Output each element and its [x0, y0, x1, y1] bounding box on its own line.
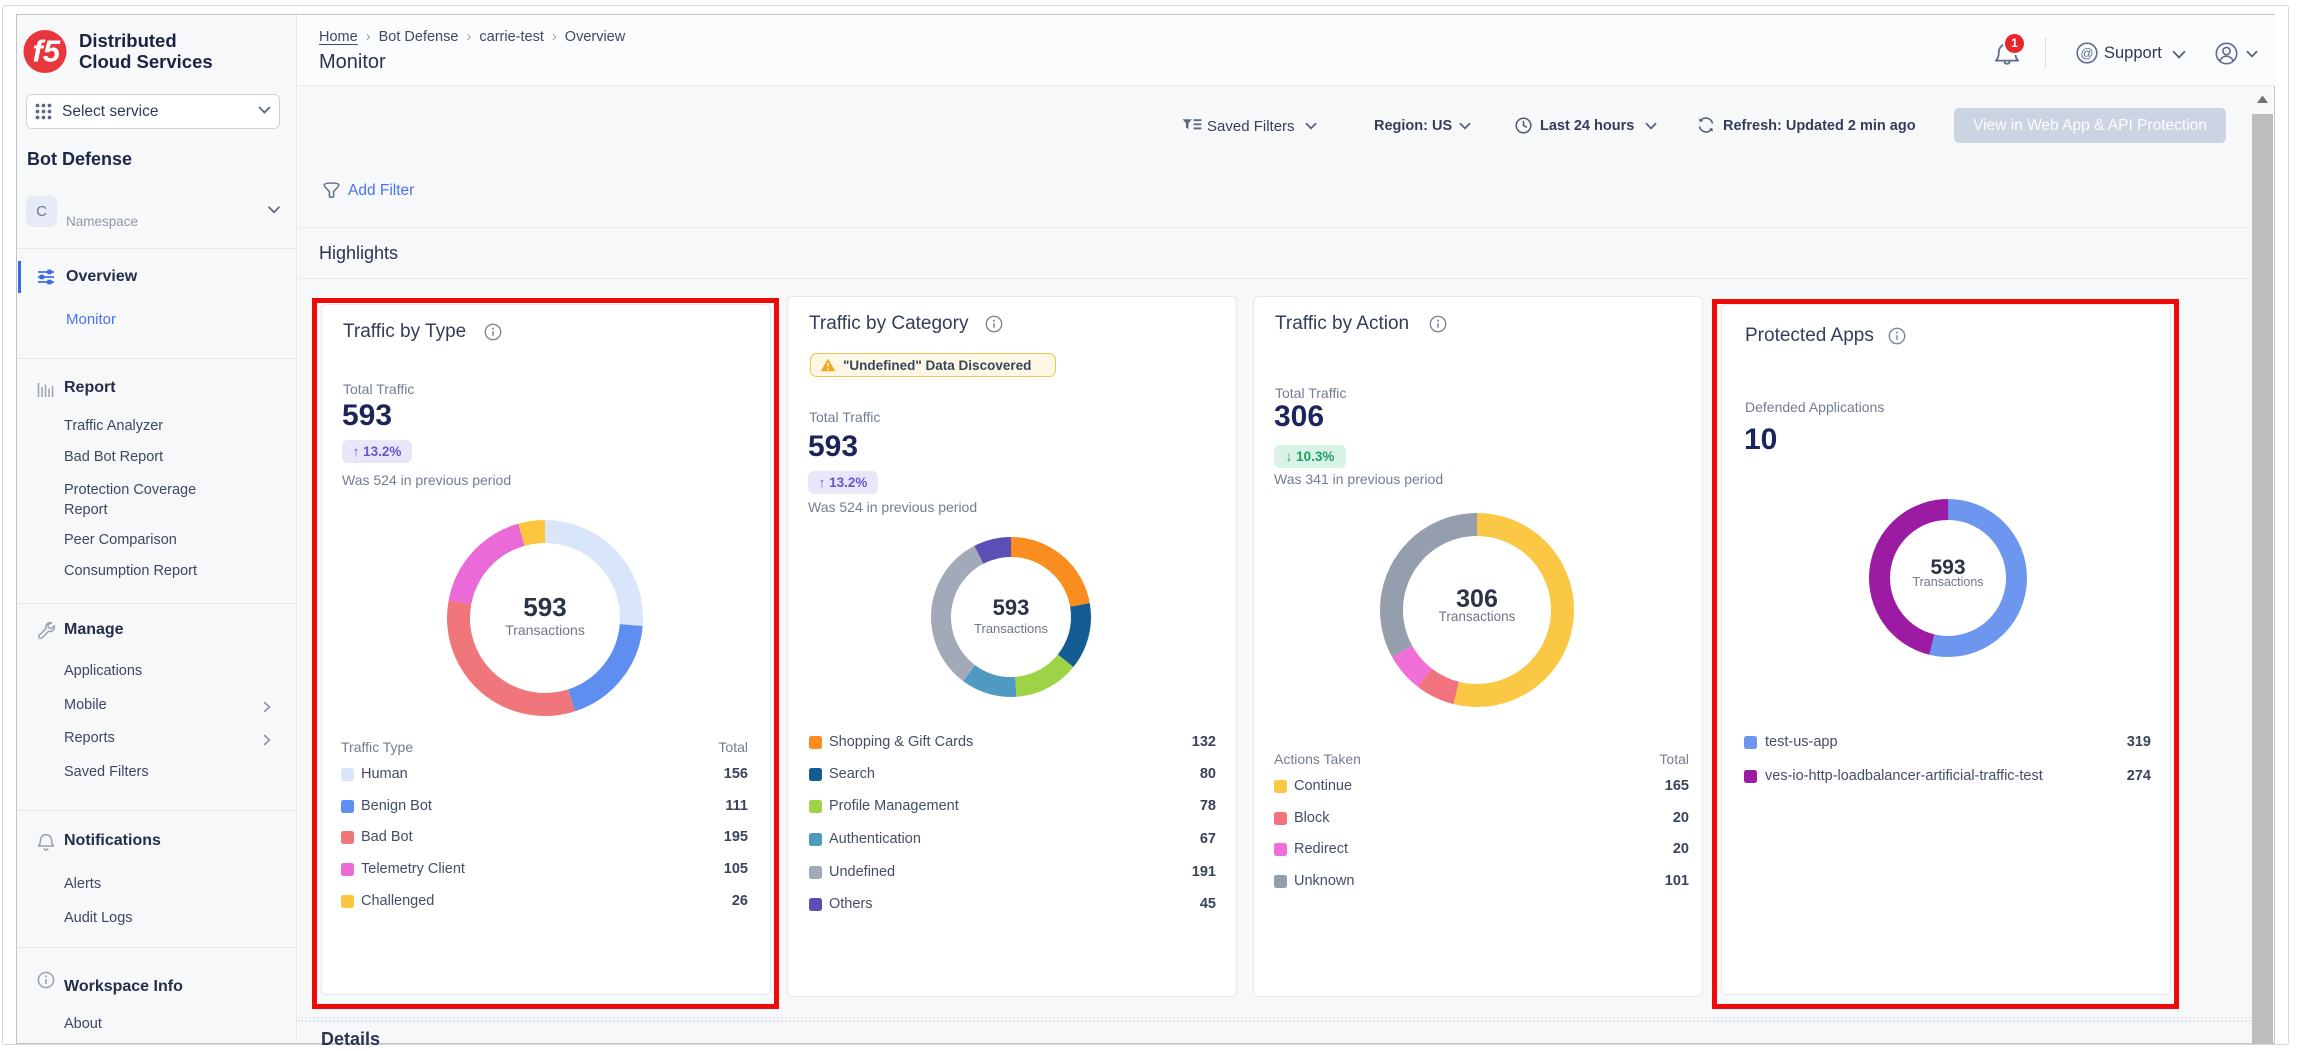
svg-text:@: @	[2080, 45, 2093, 60]
svg-text:f5: f5	[33, 34, 61, 69]
